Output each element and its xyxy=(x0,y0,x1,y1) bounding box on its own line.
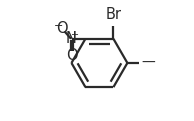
Text: —: — xyxy=(142,56,156,70)
Text: +: + xyxy=(70,30,78,40)
Text: −: − xyxy=(54,21,64,31)
Text: Br: Br xyxy=(105,8,121,23)
Text: N: N xyxy=(66,31,76,46)
Text: O: O xyxy=(66,48,78,63)
Text: O: O xyxy=(56,22,68,36)
